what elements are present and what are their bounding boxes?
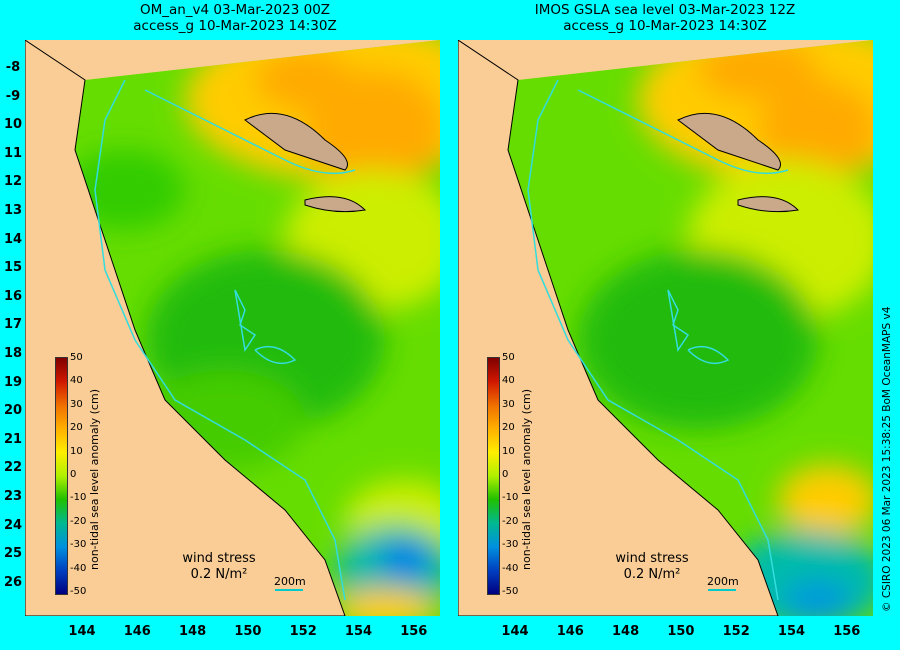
colorbar-tick-label: 0 xyxy=(502,469,509,480)
panel-2-title: IMOS GSLA sea level 03-Mar-2023 12Z acces… xyxy=(534,2,796,34)
panel-1-title: OM_an_v4 03-Mar-2023 00Z access_g 10-Mar-… xyxy=(133,2,337,34)
x-tick-label: 148 xyxy=(179,624,207,639)
x-tick-label: 146 xyxy=(556,624,584,639)
y-tick-label: 24 xyxy=(3,517,23,533)
map-panel-right xyxy=(458,40,873,616)
y-tick-label: 16 xyxy=(3,288,23,304)
y-tick-label: 11 xyxy=(3,145,23,161)
y-tick-label: 19 xyxy=(3,374,23,390)
colorbar-tick-label: 10 xyxy=(70,445,83,457)
y-tick-label: 23 xyxy=(3,489,23,504)
y-tick-label: 14 xyxy=(3,231,23,247)
y-tick-label: -9 xyxy=(5,88,21,104)
colorbar-tick-label: -10 xyxy=(70,492,87,504)
colorbar-tick-label: -50 xyxy=(70,586,87,597)
colorbar-tick-label: -30 xyxy=(502,539,519,551)
colorbar-tick-label: -20 xyxy=(502,515,519,527)
colorbar-tick-label: -50 xyxy=(502,586,519,597)
x-tick-label: 152 xyxy=(289,624,317,639)
credit-text: © CSIRO 2023 06 Mar 2023 15:38:25 BoM Oc… xyxy=(881,306,893,612)
x-tick-label: 156 xyxy=(833,624,861,639)
y-tick-label: 22 xyxy=(3,460,23,476)
colorbar-tick-label: 50 xyxy=(70,352,83,363)
y-tick-label: 21 xyxy=(3,431,23,447)
colorbar-tick-label: 30 xyxy=(70,398,83,410)
x-tick-label: 144 xyxy=(68,624,96,639)
colorbar-tick-label: -10 xyxy=(502,492,519,504)
x-tick-label: 150 xyxy=(667,624,695,639)
y-tick-label: 26 xyxy=(3,574,23,590)
wind-stress-legend-left: wind stress 0.2 N/m² xyxy=(182,551,256,582)
sea-level-map-right xyxy=(458,40,873,616)
scale-line-right xyxy=(708,589,736,591)
colorbar-left xyxy=(55,357,68,595)
y-tick-label: 10 xyxy=(3,117,23,133)
colorbar-tick-label: -40 xyxy=(502,562,519,574)
x-tick-label: 146 xyxy=(123,624,151,639)
y-tick-label: 18 xyxy=(3,346,23,361)
colorbar-tick-label: 20 xyxy=(70,422,83,434)
scale-label-left: 200m xyxy=(274,575,306,588)
colorbar-tick-label: 10 xyxy=(502,445,515,457)
y-tick-label: 13 xyxy=(3,203,23,218)
x-tick-label: 154 xyxy=(777,624,806,639)
colorbar-tick-label: 0 xyxy=(70,469,77,480)
y-tick-label: 12 xyxy=(3,174,23,190)
colorbar-tick-label: 50 xyxy=(502,352,515,363)
colorbar-label-right: non-tidal sea level anomaly (cm) xyxy=(520,389,533,570)
x-tick-label: 152 xyxy=(722,624,750,639)
scale-line-left xyxy=(275,589,303,591)
colorbar-tick-label: -20 xyxy=(70,515,87,527)
colorbar-tick-label: 40 xyxy=(502,375,515,387)
colorbar-tick-label: 30 xyxy=(502,398,515,410)
x-tick-label: 150 xyxy=(234,624,262,639)
y-tick-label: -8 xyxy=(5,60,21,75)
colorbar-tick-label: -30 xyxy=(70,539,87,551)
colorbar-label-left: non-tidal sea level anomaly (cm) xyxy=(88,389,101,570)
colorbar-tick-label: -40 xyxy=(70,562,87,574)
colorbar-tick-label: 40 xyxy=(70,375,83,387)
x-tick-label: 144 xyxy=(501,624,529,639)
colorbar-right xyxy=(487,357,500,595)
y-tick-label: 20 xyxy=(3,403,23,419)
sea-level-map-left xyxy=(25,40,440,616)
wind-stress-legend-right: wind stress 0.2 N/m² xyxy=(615,551,689,582)
map-panel-left xyxy=(25,40,440,616)
x-tick-label: 156 xyxy=(400,624,428,639)
colorbar-tick-label: 20 xyxy=(502,422,515,434)
y-tick-label: 17 xyxy=(3,317,23,333)
scale-label-right: 200m xyxy=(707,575,739,588)
x-tick-label: 154 xyxy=(344,624,373,639)
y-tick-label: 15 xyxy=(3,260,23,276)
x-tick-label: 148 xyxy=(612,624,640,639)
y-tick-label: 25 xyxy=(3,546,23,562)
